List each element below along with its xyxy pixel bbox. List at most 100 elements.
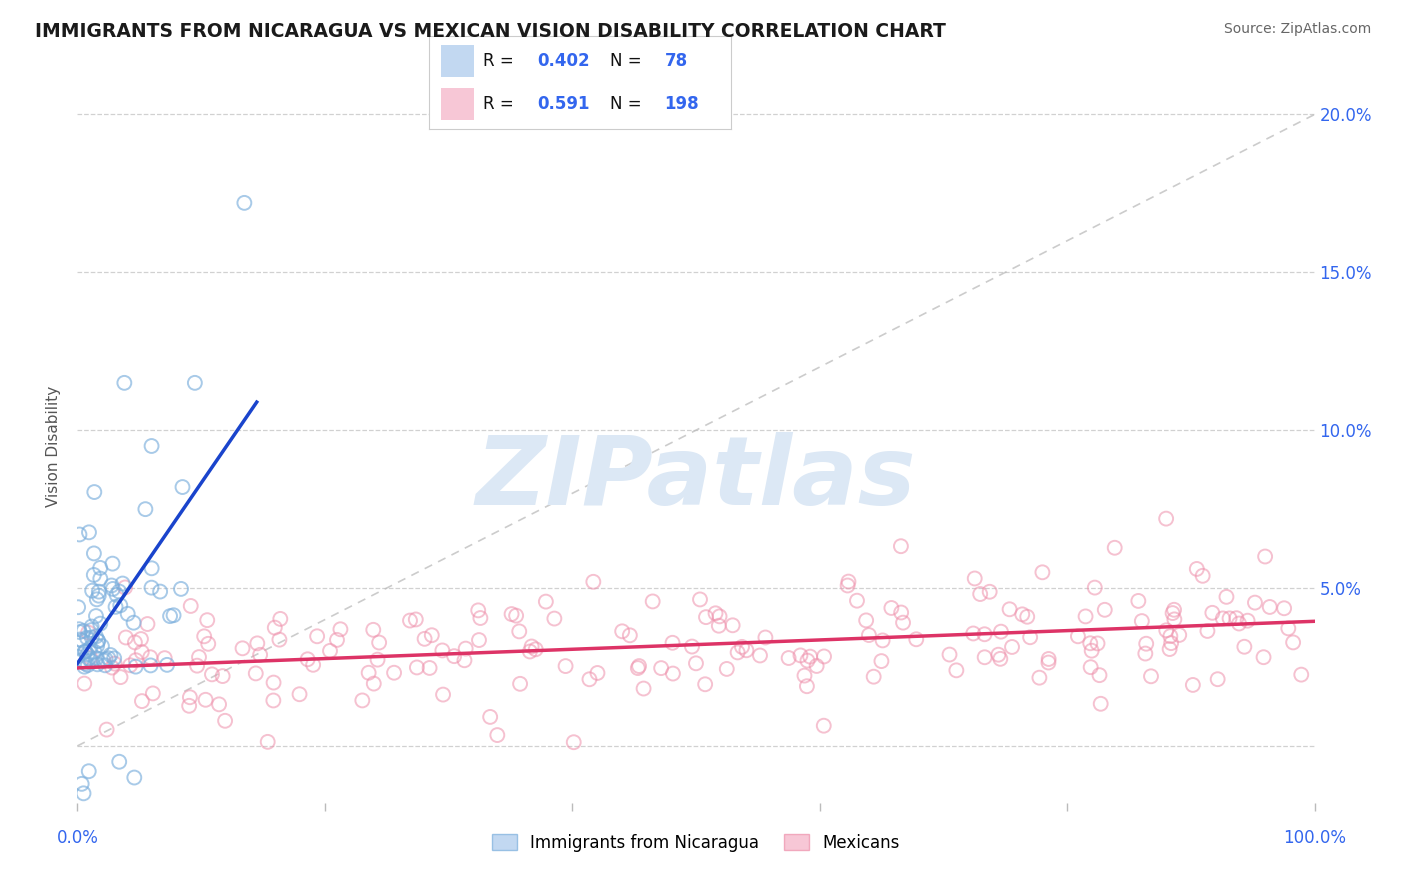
- Point: [420, 628, 443, 642]
- Point: [179, 690, 201, 705]
- Point: [858, 628, 880, 642]
- Point: [519, 644, 541, 658]
- Point: [110, 670, 132, 684]
- Y-axis label: Vision Disability: Vision Disability: [46, 385, 62, 507]
- Point: [186, 658, 208, 673]
- Point: [172, 480, 194, 494]
- Point: [1215, 590, 1237, 604]
- Point: [83, 568, 105, 582]
- Point: [70, 653, 93, 667]
- Point: [101, 582, 124, 596]
- Point: [1135, 647, 1157, 661]
- Point: [100, 648, 122, 662]
- Point: [86, 592, 108, 607]
- Text: 78: 78: [665, 52, 688, 70]
- Point: [1080, 643, 1102, 657]
- Point: [101, 660, 124, 674]
- Point: [83, 546, 105, 560]
- Point: [467, 603, 489, 617]
- Point: [1084, 581, 1107, 595]
- Point: [406, 660, 429, 674]
- Point: [67, 600, 90, 615]
- Point: [969, 587, 991, 601]
- Point: [124, 635, 146, 649]
- Point: [117, 607, 139, 621]
- Point: [962, 626, 984, 640]
- Point: [419, 661, 441, 675]
- Point: [86, 657, 108, 672]
- Point: [443, 649, 465, 664]
- Point: [633, 681, 655, 696]
- Point: [112, 376, 135, 390]
- Point: [628, 659, 651, 673]
- Point: [1011, 607, 1033, 622]
- Point: [86, 651, 108, 665]
- Point: [193, 629, 215, 643]
- Text: IMMIGRANTS FROM NICARAGUA VS MEXICAN VISION DISABILITY CORRELATION CHART: IMMIGRANTS FROM NICARAGUA VS MEXICAN VIS…: [35, 22, 946, 41]
- Point: [211, 669, 233, 683]
- Point: [76, 631, 98, 645]
- Point: [103, 651, 125, 665]
- Point: [357, 665, 380, 680]
- Point: [1088, 668, 1111, 682]
- Point: [870, 654, 893, 668]
- Point: [86, 639, 108, 653]
- Point: [1225, 611, 1247, 625]
- Point: [796, 679, 818, 693]
- Point: [104, 599, 127, 614]
- Point: [105, 588, 128, 602]
- Point: [709, 609, 731, 624]
- Point: [77, 525, 100, 540]
- Point: [195, 613, 218, 627]
- Point: [685, 657, 707, 671]
- Point: [973, 650, 995, 665]
- Point: [122, 615, 145, 630]
- Point: [731, 640, 754, 654]
- Point: [793, 668, 815, 682]
- Point: [156, 657, 179, 672]
- Point: [149, 584, 172, 599]
- Point: [1168, 628, 1191, 642]
- Point: [307, 629, 329, 643]
- Point: [80, 631, 103, 645]
- Point: [129, 632, 152, 646]
- Point: [329, 622, 352, 636]
- Point: [245, 666, 267, 681]
- Point: [973, 627, 995, 641]
- Point: [735, 643, 758, 657]
- Point: [1001, 640, 1024, 654]
- Point: [104, 657, 127, 671]
- Point: [520, 640, 543, 654]
- Point: [382, 665, 405, 680]
- Point: [524, 642, 547, 657]
- Point: [987, 648, 1010, 662]
- Point: [695, 677, 717, 691]
- Point: [1254, 549, 1277, 564]
- Point: [905, 632, 928, 647]
- Point: [1291, 667, 1313, 681]
- Point: [468, 633, 491, 648]
- Point: [990, 624, 1012, 639]
- Point: [131, 694, 153, 708]
- Point: [326, 632, 349, 647]
- Point: [108, 755, 131, 769]
- Point: [256, 735, 278, 749]
- Point: [263, 675, 285, 690]
- Point: [749, 648, 772, 663]
- Point: [508, 624, 530, 639]
- Point: [84, 629, 107, 643]
- Point: [120, 658, 142, 673]
- Point: [69, 632, 91, 647]
- Point: [77, 764, 100, 779]
- Point: [89, 561, 111, 575]
- Bar: [441, 88, 474, 120]
- Point: [1277, 621, 1299, 635]
- Point: [945, 663, 967, 677]
- Point: [188, 650, 211, 665]
- Point: [1104, 541, 1126, 555]
- Point: [405, 612, 427, 626]
- Point: [716, 662, 738, 676]
- Point: [297, 652, 319, 666]
- Point: [83, 645, 105, 659]
- Point: [1201, 606, 1223, 620]
